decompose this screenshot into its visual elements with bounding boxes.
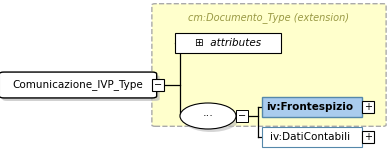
Bar: [262, 97, 362, 117]
Text: −: −: [154, 80, 162, 90]
FancyBboxPatch shape: [0, 72, 157, 98]
Bar: [362, 131, 374, 143]
Text: iv:DatiContabili: iv:DatiContabili: [270, 132, 350, 142]
FancyBboxPatch shape: [152, 4, 386, 126]
Text: +: +: [364, 102, 372, 112]
Bar: [175, 33, 281, 53]
Text: cm:Documento_Type (extension): cm:Documento_Type (extension): [188, 12, 349, 23]
Bar: [262, 127, 362, 147]
Ellipse shape: [180, 103, 236, 129]
Text: iv:Frontespizio: iv:Frontespizio: [266, 102, 354, 112]
Bar: [362, 101, 374, 113]
Text: ···: ···: [202, 111, 213, 121]
FancyBboxPatch shape: [2, 75, 160, 101]
Text: −: −: [238, 111, 246, 121]
Bar: [152, 79, 164, 91]
Text: ⊞  attributes: ⊞ attributes: [195, 38, 261, 48]
Ellipse shape: [183, 106, 239, 132]
Bar: [236, 110, 248, 122]
Text: +: +: [364, 132, 372, 142]
Text: Comunicazione_IVP_Type: Comunicazione_IVP_Type: [12, 80, 144, 90]
